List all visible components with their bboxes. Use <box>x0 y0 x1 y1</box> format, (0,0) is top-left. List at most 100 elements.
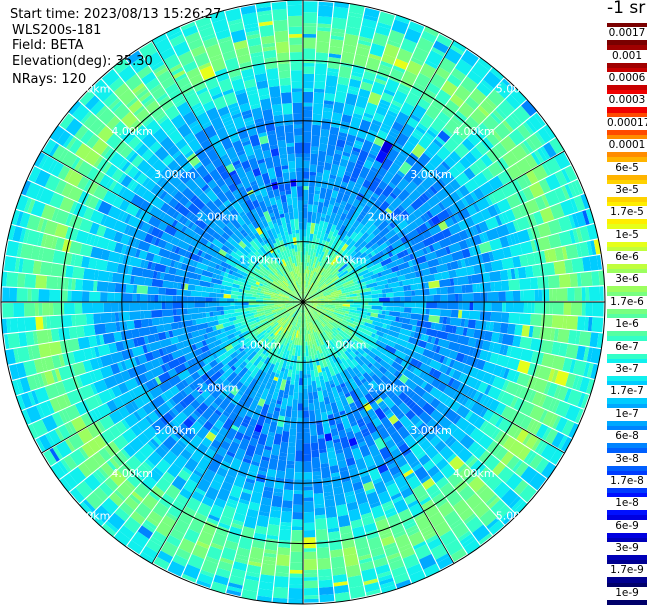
data-cell <box>480 79 494 92</box>
data-cell <box>235 249 244 258</box>
data-cell <box>93 505 112 523</box>
data-cell <box>360 214 372 226</box>
data-cell <box>213 419 225 430</box>
data-cell <box>336 284 344 289</box>
data-cell <box>266 343 276 354</box>
data-cell <box>494 142 508 157</box>
data-cell <box>402 553 420 569</box>
data-cell <box>59 196 75 213</box>
data-cell <box>338 263 348 273</box>
data-cell <box>551 369 559 383</box>
data-cell <box>414 72 431 89</box>
data-cell <box>227 249 233 255</box>
data-cell <box>261 227 270 240</box>
data-cell <box>317 434 325 439</box>
data-cell <box>477 381 489 394</box>
data-cell <box>558 273 571 288</box>
data-cell <box>358 119 372 133</box>
data-cell <box>215 357 221 364</box>
data-cell <box>315 518 327 530</box>
data-cell <box>380 584 397 594</box>
data-cell <box>267 209 274 215</box>
data-cell <box>298 308 302 316</box>
data-cell <box>262 108 274 122</box>
data-cell <box>266 205 273 211</box>
data-cell <box>382 333 388 339</box>
data-cell <box>150 171 163 184</box>
data-cell <box>339 371 347 380</box>
data-cell <box>512 290 521 302</box>
data-cell <box>261 35 275 45</box>
data-cell <box>361 257 367 263</box>
data-cell <box>266 130 276 136</box>
data-cell <box>382 306 387 311</box>
data-cell <box>181 276 190 284</box>
data-cell <box>269 371 276 380</box>
data-cell <box>428 315 440 324</box>
data-cell <box>226 371 238 383</box>
data-cell <box>345 26 361 36</box>
data-cell <box>310 275 317 286</box>
data-cell <box>120 174 133 188</box>
data-cell <box>180 389 188 398</box>
data-cell <box>303 186 309 190</box>
data-cell <box>481 167 495 181</box>
data-cell <box>351 330 357 336</box>
data-cell <box>392 471 403 480</box>
data-cell <box>397 188 411 202</box>
data-cell <box>299 284 302 295</box>
data-cell <box>83 179 93 192</box>
data-cell <box>533 211 544 225</box>
data-cell <box>304 573 318 578</box>
data-cell <box>295 300 300 302</box>
data-cell <box>468 237 476 247</box>
data-cell <box>118 88 136 106</box>
data-cell <box>326 203 334 216</box>
data-cell <box>379 446 392 460</box>
data-cell <box>378 341 387 349</box>
data-cell <box>305 251 309 259</box>
data-cell <box>348 286 360 293</box>
data-cell <box>385 324 391 330</box>
data-cell <box>450 379 462 391</box>
data-cell <box>330 556 345 569</box>
data-cell <box>352 146 361 153</box>
data-cell <box>337 342 342 347</box>
data-cell <box>205 486 219 501</box>
data-cell <box>223 199 231 207</box>
data-cell <box>117 462 134 479</box>
data-cell <box>176 262 183 270</box>
data-cell <box>246 89 258 96</box>
data-cell <box>250 208 257 215</box>
data-cell <box>426 129 437 139</box>
data-cell <box>440 253 454 264</box>
data-cell <box>508 440 525 457</box>
data-cell <box>372 367 384 379</box>
data-cell <box>354 488 365 495</box>
data-cell <box>368 179 380 193</box>
data-cell <box>541 162 552 177</box>
data-cell <box>352 312 360 317</box>
data-cell <box>293 479 303 491</box>
data-cell <box>288 256 294 268</box>
data-cell <box>346 338 354 346</box>
data-cell <box>524 153 538 169</box>
data-cell <box>432 178 447 193</box>
data-cell <box>225 501 237 509</box>
data-cell <box>467 399 476 410</box>
data-cell <box>527 302 532 314</box>
data-cell <box>62 353 69 366</box>
data-cell <box>308 291 319 299</box>
data-cell <box>598 270 605 286</box>
data-cell <box>403 396 411 405</box>
data-cell <box>177 321 183 329</box>
data-cell <box>303 298 314 302</box>
data-cell <box>129 302 141 312</box>
data-cell <box>320 319 324 324</box>
data-cell <box>261 172 271 185</box>
data-cell <box>254 268 265 277</box>
data-cell <box>396 270 401 277</box>
data-cell <box>529 181 545 198</box>
data-cell <box>254 174 265 187</box>
data-cell <box>306 284 309 289</box>
